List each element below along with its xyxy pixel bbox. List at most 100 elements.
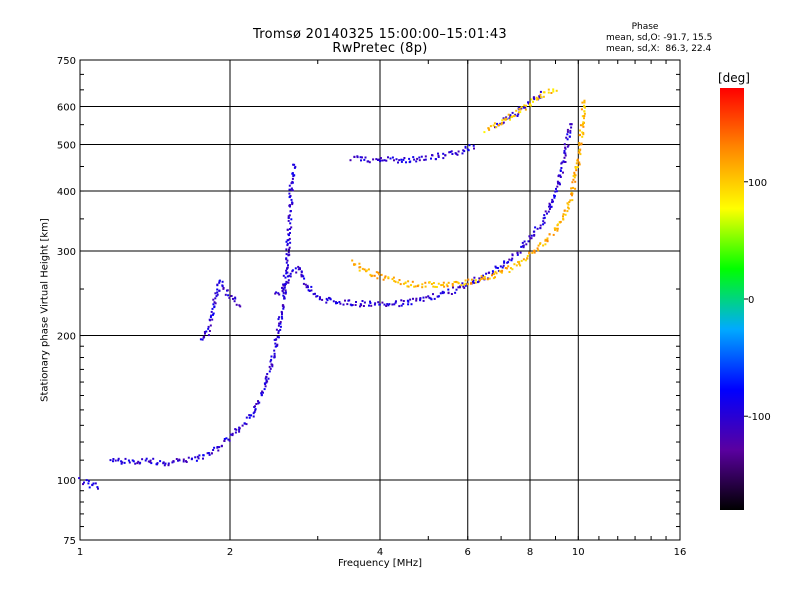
data-point: [434, 285, 437, 288]
data-point: [287, 281, 290, 284]
data-point: [411, 280, 414, 283]
data-point: [564, 154, 567, 157]
data-point: [209, 316, 212, 318]
data-point: [124, 457, 127, 460]
data-point: [238, 430, 241, 433]
data-point: [302, 275, 305, 278]
data-point: [563, 209, 566, 212]
data-point: [208, 453, 211, 456]
data-point: [190, 458, 193, 461]
data-point: [489, 125, 492, 128]
data-point: [443, 285, 446, 288]
data-point: [307, 286, 309, 289]
data-point: [326, 299, 329, 302]
data-point: [447, 288, 450, 291]
data-point: [547, 91, 550, 94]
data-point: [215, 295, 218, 298]
data-point: [194, 456, 197, 459]
data-point: [276, 343, 279, 346]
data-point: [266, 380, 269, 383]
data-point: [546, 237, 549, 240]
data-point: [437, 156, 440, 158]
data-point: [520, 106, 523, 109]
data-point: [520, 259, 523, 262]
data-point: [120, 460, 123, 463]
data-point: [290, 187, 293, 190]
data-point: [474, 279, 477, 282]
data-point: [325, 301, 328, 304]
data-point: [528, 251, 531, 254]
data-point: [553, 195, 556, 197]
data-point: [441, 292, 444, 295]
data-point: [243, 422, 246, 425]
data-point: [529, 103, 531, 106]
data-point: [231, 432, 234, 435]
data-point: [507, 113, 510, 116]
data-point: [568, 201, 571, 203]
chart-subtitle: RwPretec (8p): [332, 41, 428, 56]
data-point: [216, 293, 219, 296]
data-point: [455, 280, 458, 283]
data-point: [486, 278, 489, 281]
data-point: [538, 95, 541, 98]
data-point: [232, 297, 234, 300]
x-tick-label: 4: [377, 547, 383, 558]
data-point: [442, 157, 445, 160]
data-point: [485, 272, 488, 275]
data-point: [402, 302, 405, 305]
data-point: [377, 158, 380, 161]
data-point: [533, 230, 536, 233]
data-point: [288, 214, 291, 217]
data-point: [559, 183, 561, 186]
data-point: [582, 123, 584, 125]
data-point: [423, 158, 426, 161]
data-point: [204, 332, 206, 335]
data-point: [493, 273, 495, 276]
data-point: [230, 295, 233, 297]
data-point: [287, 216, 290, 219]
data-point: [462, 285, 465, 288]
data-point: [530, 237, 533, 240]
data-point: [387, 304, 390, 307]
data-point: [132, 460, 135, 463]
data-point: [432, 285, 435, 288]
data-point: [413, 285, 416, 288]
data-point: [91, 484, 94, 487]
data-point: [399, 283, 402, 286]
data-point: [282, 291, 285, 294]
data-point: [562, 160, 565, 163]
data-point: [548, 233, 551, 236]
data-point: [270, 355, 273, 358]
data-point: [482, 274, 484, 277]
data-point: [453, 281, 456, 283]
data-point: [491, 274, 493, 277]
data-point: [268, 370, 271, 373]
data-point: [178, 458, 181, 461]
data-point: [276, 344, 279, 347]
data-point: [543, 221, 546, 224]
data-point: [409, 298, 412, 301]
data-point: [395, 300, 397, 303]
data-point: [367, 268, 370, 271]
data-point: [279, 325, 282, 328]
data-point: [504, 118, 507, 121]
data-point: [365, 269, 368, 272]
data-point: [556, 180, 559, 183]
data-point: [314, 292, 316, 295]
data-point: [509, 118, 511, 121]
data-point: [415, 299, 418, 302]
data-point: [569, 123, 572, 126]
data-point: [207, 452, 210, 454]
data-point: [570, 126, 573, 129]
data-point: [289, 272, 292, 275]
data-point: [416, 285, 419, 288]
data-point: [218, 281, 221, 284]
data-point: [369, 300, 371, 303]
data-point: [155, 463, 158, 466]
data-point: [281, 317, 284, 320]
data-point: [211, 318, 214, 321]
data-point: [483, 131, 486, 134]
data-point: [121, 461, 124, 464]
data-point: [182, 458, 185, 461]
data-point: [512, 115, 515, 118]
